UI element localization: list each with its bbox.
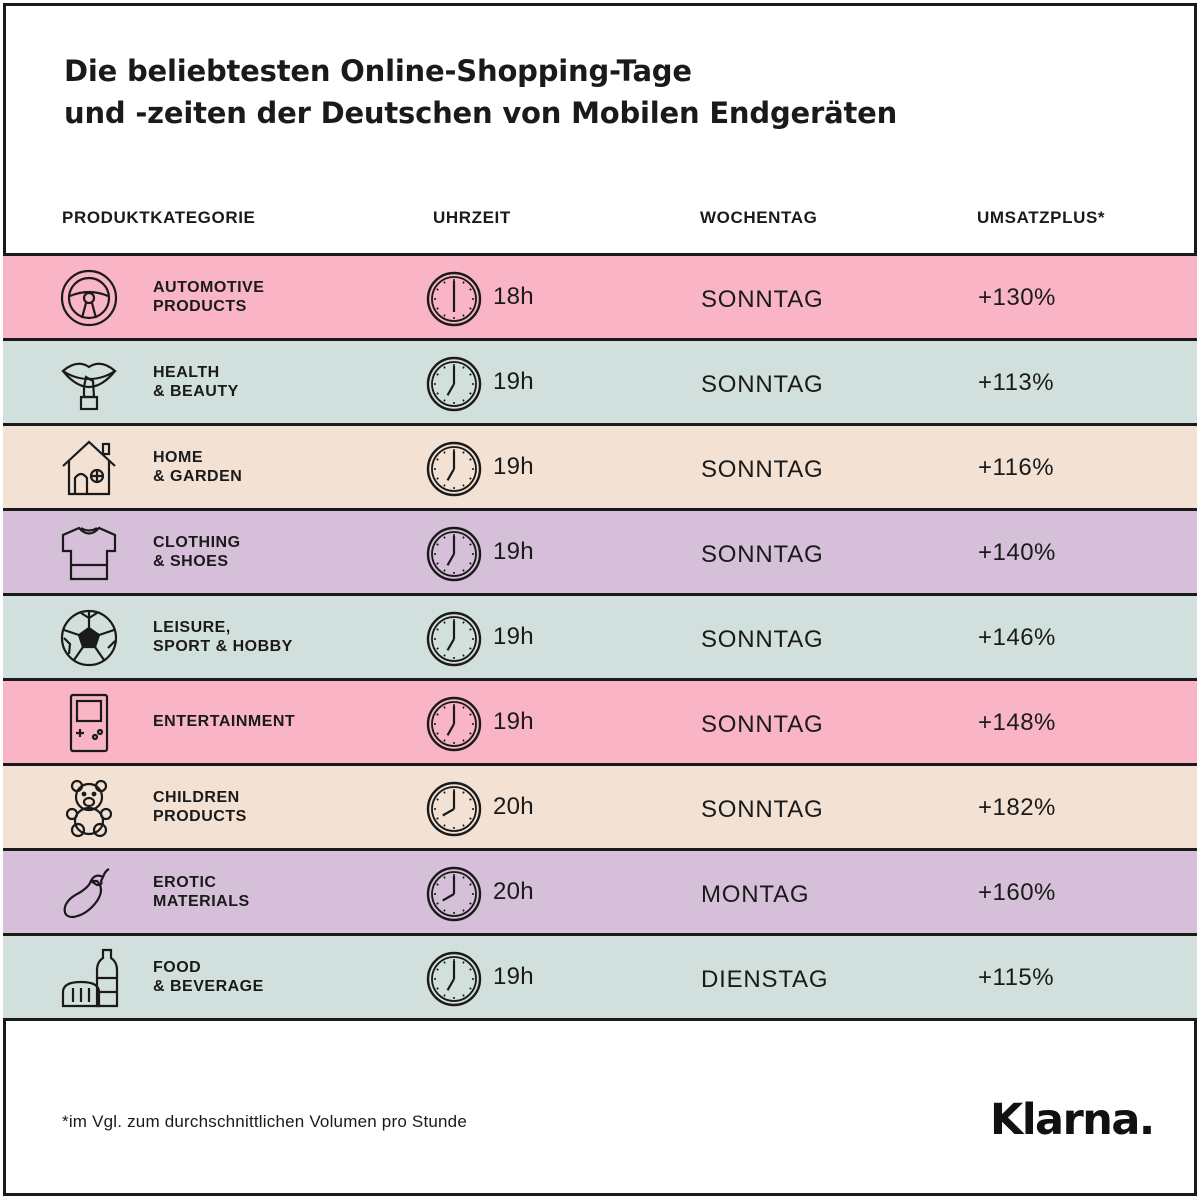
category-line-1: LEISURE, <box>153 619 231 636</box>
revenue-value: +148% <box>978 709 1056 736</box>
header-weekday: WOCHENTAG <box>700 208 818 227</box>
page-title: Die beliebtesten Online-Shopping-Tage un… <box>64 50 1064 134</box>
teddy-bear-icon <box>59 778 119 838</box>
time-value: 20h <box>493 878 534 905</box>
category-table: AUTOMOTIVE PRODUCTS 18h SONNTAG +130% HE… <box>3 253 1197 1021</box>
time-value: 19h <box>493 623 534 650</box>
category-label: CHILDREN PRODUCTS <box>153 788 403 826</box>
title-line-2: und -zeiten der Deutschen von Mobilen En… <box>64 96 898 130</box>
table-row: CLOTHING & SHOES 19h SONNTAG +140% <box>3 511 1197 596</box>
table-row: LEISURE, SPORT & HOBBY 19h SONNTAG +146% <box>3 596 1197 681</box>
clock-icon <box>426 696 482 752</box>
category-line-2: PRODUCTS <box>153 298 247 315</box>
footnote: *im Vgl. zum durchschnittlichen Volumen … <box>62 1112 467 1131</box>
table-row: AUTOMOTIVE PRODUCTS 18h SONNTAG +130% <box>3 256 1197 341</box>
header-time: UHRZEIT <box>433 208 511 227</box>
house-icon <box>59 438 119 498</box>
revenue-value: +160% <box>978 879 1056 906</box>
time-value: 19h <box>493 368 534 395</box>
clock-icon <box>426 441 482 497</box>
revenue-value: +130% <box>978 284 1056 311</box>
category-line-1: ENTERTAINMENT <box>153 713 296 730</box>
revenue-value: +113% <box>978 369 1055 396</box>
weekday-value: SONNTAG <box>701 711 824 738</box>
category-line-2: & SHOES <box>153 553 229 570</box>
category-line-1: CLOTHING <box>153 534 241 551</box>
revenue-value: +146% <box>978 624 1056 651</box>
category-label: CLOTHING & SHOES <box>153 533 403 571</box>
category-line-1: CHILDREN <box>153 789 240 806</box>
category-line-2: & BEAUTY <box>153 383 239 400</box>
table-row: HOME & GARDEN 19h SONNTAG +116% <box>3 426 1197 511</box>
revenue-value: +182% <box>978 794 1056 821</box>
weekday-value: SONNTAG <box>701 456 824 483</box>
time-value: 19h <box>493 963 534 990</box>
time-value: 19h <box>493 708 534 735</box>
weekday-value: SONNTAG <box>701 626 824 653</box>
category-label: LEISURE, SPORT & HOBBY <box>153 618 403 656</box>
category-label: AUTOMOTIVE PRODUCTS <box>153 278 403 316</box>
category-line-1: HOME <box>153 449 203 466</box>
category-line-2: SPORT & HOBBY <box>153 638 293 655</box>
time-value: 20h <box>493 793 534 820</box>
category-line-1: HEALTH <box>153 364 220 381</box>
lipstick-icon <box>59 353 119 413</box>
table-row: ENTERTAINMENT 19h SONNTAG +148% <box>3 681 1197 766</box>
revenue-value: +140% <box>978 539 1056 566</box>
bread-bottle-icon <box>59 948 119 1008</box>
table-row: HEALTH & BEAUTY 19h SONNTAG +113% <box>3 341 1197 426</box>
game-console-icon <box>59 693 119 753</box>
category-line-1: AUTOMOTIVE <box>153 279 265 296</box>
category-line-2: & GARDEN <box>153 468 243 485</box>
weekday-value: MONTAG <box>701 881 810 908</box>
category-line-2: MATERIALS <box>153 893 250 910</box>
revenue-value: +116% <box>978 454 1055 481</box>
category-line-1: EROTIC <box>153 874 217 891</box>
category-label: HEALTH & BEAUTY <box>153 363 403 401</box>
category-label: FOOD & BEVERAGE <box>153 958 403 996</box>
weekday-value: DIENSTAG <box>701 966 829 993</box>
revenue-value: +115% <box>978 964 1055 991</box>
time-value: 18h <box>493 283 534 310</box>
weekday-value: SONNTAG <box>701 796 824 823</box>
tshirt-icon <box>59 523 119 583</box>
category-line-2: PRODUCTS <box>153 808 247 825</box>
clock-icon <box>426 271 482 327</box>
header-revenue: UMSATZPLUS* <box>977 208 1106 227</box>
steering-wheel-icon <box>59 268 119 328</box>
table-row: CHILDREN PRODUCTS 20h SONNTAG +182% <box>3 766 1197 851</box>
eggplant-icon <box>59 863 119 923</box>
table-row: EROTIC MATERIALS 20h MONTAG +160% <box>3 851 1197 936</box>
category-line-2: & BEVERAGE <box>153 978 264 995</box>
weekday-value: SONNTAG <box>701 286 824 313</box>
weekday-value: SONNTAG <box>701 541 824 568</box>
clock-icon <box>426 526 482 582</box>
clock-icon <box>426 866 482 922</box>
time-value: 19h <box>493 538 534 565</box>
weekday-value: SONNTAG <box>701 371 824 398</box>
klarna-logo: Klarna. <box>990 1095 1155 1145</box>
clock-icon <box>426 781 482 837</box>
clock-icon <box>426 951 482 1007</box>
time-value: 19h <box>493 453 534 480</box>
title-line-1: Die beliebtesten Online-Shopping-Tage <box>64 54 692 88</box>
category-line-1: FOOD <box>153 959 202 976</box>
header-category: PRODUKTKATEGORIE <box>62 208 256 227</box>
category-label: ENTERTAINMENT <box>153 712 403 731</box>
category-label: HOME & GARDEN <box>153 448 403 486</box>
category-label: EROTIC MATERIALS <box>153 873 403 911</box>
clock-icon <box>426 611 482 667</box>
soccer-ball-icon <box>59 608 119 668</box>
clock-icon <box>426 356 482 412</box>
table-row: FOOD & BEVERAGE 19h DIENSTAG +115% <box>3 936 1197 1021</box>
